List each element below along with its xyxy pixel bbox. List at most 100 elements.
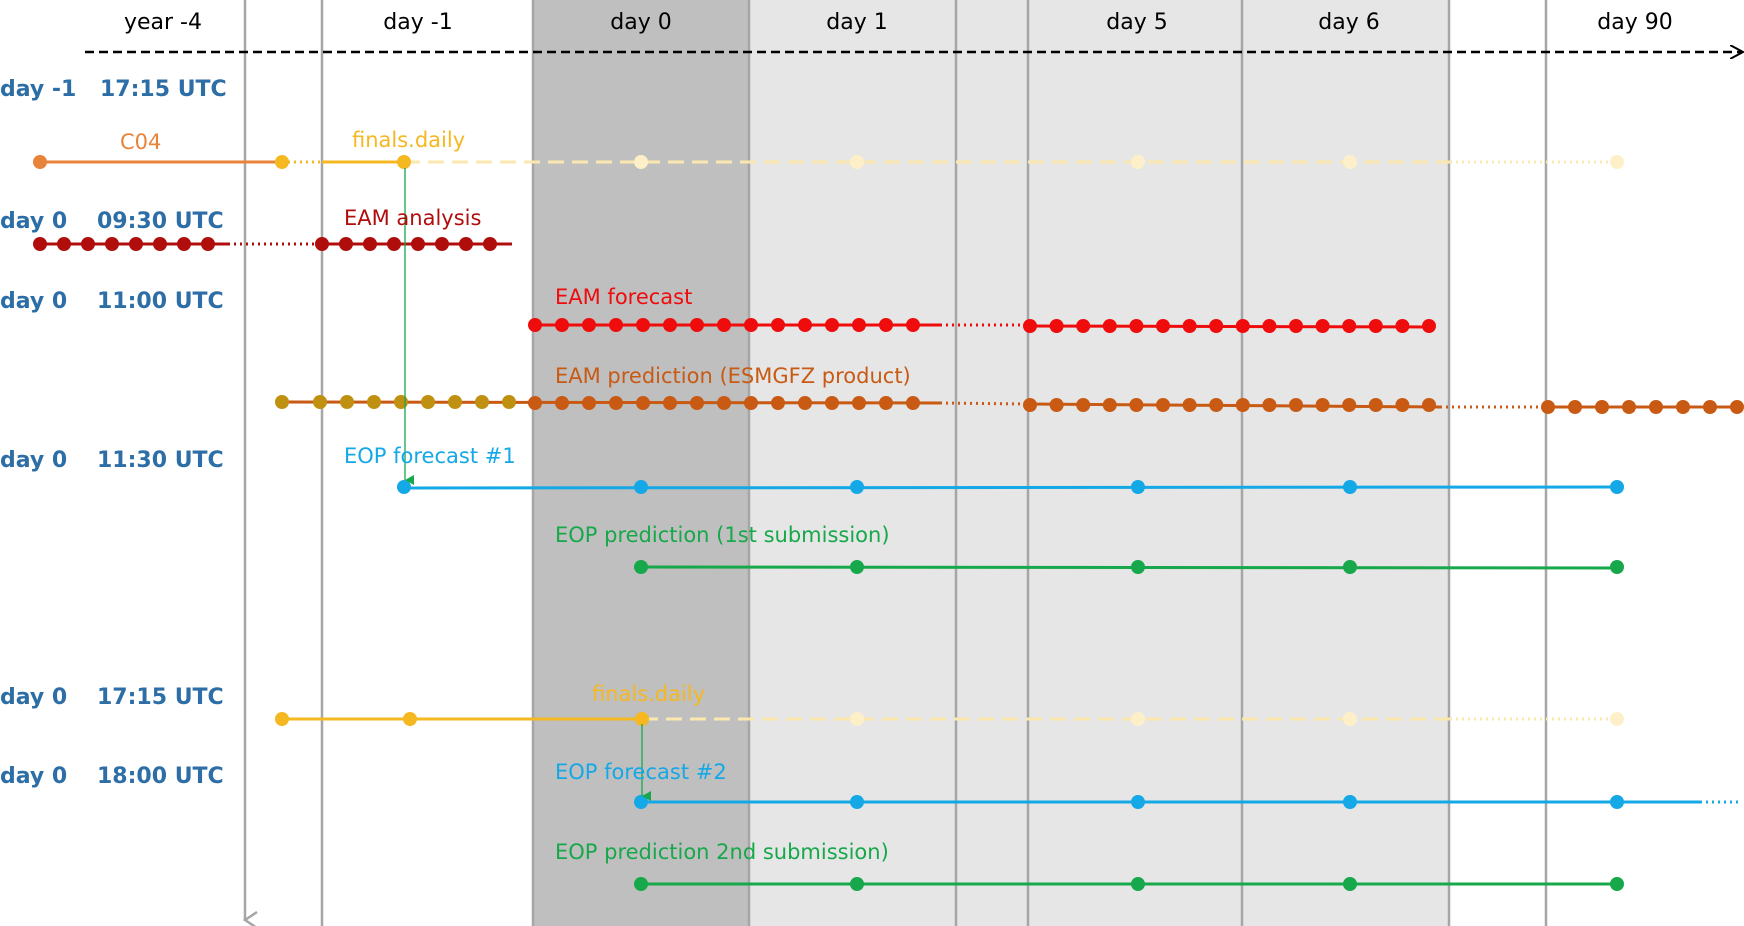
series-point	[1368, 398, 1383, 412]
series-segment	[939, 401, 1029, 406]
series-point	[1129, 398, 1144, 412]
series-point	[850, 155, 864, 169]
series-point	[634, 795, 648, 809]
series-point	[275, 712, 289, 726]
series-point	[1156, 319, 1170, 333]
series-point	[435, 237, 449, 251]
series-point	[771, 318, 785, 332]
series-point	[1102, 398, 1117, 412]
series-point	[634, 877, 648, 891]
series-point	[1610, 712, 1624, 726]
series-point	[1156, 398, 1170, 412]
series-point	[636, 396, 650, 410]
series-label-c04: C04	[120, 130, 161, 154]
series-point	[1289, 398, 1303, 412]
series-point	[1610, 795, 1624, 809]
series-point	[690, 396, 704, 410]
series-point	[1368, 319, 1383, 333]
series-point	[1610, 560, 1624, 574]
series-label-eop-forecast-2: EOP forecast #2	[555, 760, 727, 784]
series-point	[1343, 155, 1357, 169]
series-point	[663, 396, 677, 410]
series-point	[201, 237, 215, 251]
series-point	[502, 395, 516, 409]
column-header: day 6	[1318, 10, 1379, 35]
series-point	[33, 155, 47, 169]
series-point	[635, 712, 649, 726]
series-point	[1131, 795, 1145, 809]
series-label-finals-1: finals.daily	[352, 128, 465, 152]
series-point	[1541, 400, 1555, 414]
background-bands	[533, 0, 1449, 926]
series-point	[850, 560, 864, 574]
series-point	[1422, 319, 1436, 333]
series-point	[528, 318, 542, 332]
series-point	[275, 155, 289, 169]
series-point	[634, 560, 648, 574]
series-point	[459, 237, 473, 251]
series-point	[1395, 319, 1410, 333]
slot-day: day 0	[0, 448, 67, 473]
series-point	[1342, 398, 1357, 412]
series-point	[411, 237, 425, 251]
series-point	[1182, 398, 1197, 412]
series-point	[483, 237, 497, 251]
series-label-eop-prediction-1: EOP prediction (1st submission)	[555, 523, 890, 547]
series-point	[634, 155, 648, 169]
series-point	[1023, 319, 1037, 333]
series-point	[1289, 319, 1303, 333]
series-point	[1622, 400, 1636, 414]
column-header: year -4	[124, 10, 202, 35]
series-segment	[403, 485, 1618, 490]
series-point	[744, 396, 758, 410]
series-point	[555, 318, 569, 332]
series-point	[394, 395, 408, 409]
series-point	[315, 237, 329, 251]
series-point	[1343, 712, 1357, 726]
series-point	[421, 395, 435, 409]
series-point	[1235, 398, 1250, 412]
series-point	[1182, 319, 1197, 333]
series-point	[153, 237, 167, 251]
series-point	[744, 318, 758, 332]
series-point	[313, 395, 327, 409]
series-point	[852, 318, 866, 332]
connector-arrows	[404, 168, 651, 801]
column-header: day 1	[826, 10, 887, 35]
series-point	[825, 318, 839, 332]
series-point	[1703, 400, 1717, 414]
series-point	[1595, 400, 1609, 414]
slot-day: day 0	[0, 289, 67, 314]
slot-day: day -1	[0, 77, 76, 102]
series-point	[1049, 319, 1064, 333]
column-headers: year -4 day -1 day 0 day 1 day 5 day 6 d…	[124, 10, 1673, 35]
series-point	[1023, 398, 1037, 412]
series-point	[1422, 398, 1436, 412]
series-point	[397, 480, 411, 494]
series-point	[582, 396, 596, 410]
series-label-eam-forecast: EAM forecast	[555, 285, 692, 309]
series-label-eam-analysis: EAM analysis	[344, 206, 481, 230]
series-segment	[1027, 324, 1433, 329]
column-header: day -1	[383, 10, 452, 35]
series-point	[1102, 319, 1117, 333]
series-point	[448, 395, 462, 409]
series-point	[1568, 400, 1582, 414]
band-forecast-range	[749, 0, 1449, 926]
series-point	[1131, 712, 1145, 726]
series-point	[339, 237, 353, 251]
series-point	[387, 237, 401, 251]
series-point	[1262, 319, 1277, 333]
series-point	[879, 396, 893, 410]
series-point	[1676, 400, 1690, 414]
series-point	[717, 318, 731, 332]
series-point	[475, 395, 489, 409]
series-labels: C04 finals.daily EAM analysis EAM foreca…	[120, 128, 911, 864]
series-point	[850, 480, 864, 494]
series-point	[1076, 319, 1091, 333]
series-point	[1343, 877, 1357, 891]
series-point	[771, 396, 785, 410]
series-point	[1315, 398, 1330, 412]
series-point	[879, 318, 893, 332]
